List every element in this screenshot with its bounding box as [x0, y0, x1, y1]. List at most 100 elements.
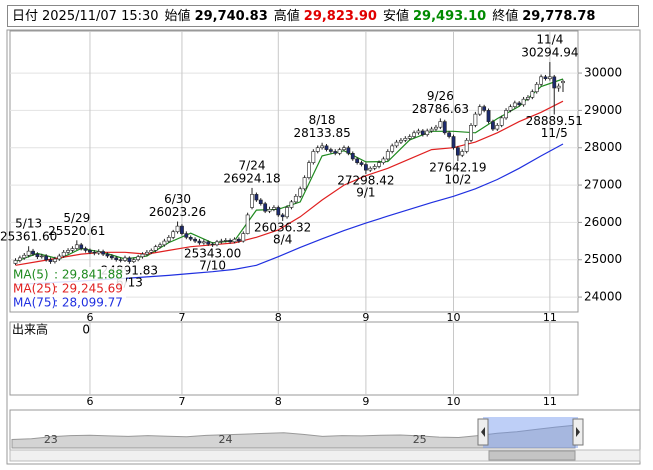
annotation-value: 28786.63 [412, 102, 469, 116]
candle-body [22, 254, 27, 259]
candle-body [556, 85, 561, 89]
candle-body [350, 153, 355, 160]
candle-body [346, 147, 351, 154]
y-tick-label: 28000 [584, 140, 622, 154]
x-tick-label: 6 [86, 311, 93, 324]
candle-body [482, 106, 487, 111]
candle-body [158, 244, 162, 247]
candle-body [210, 243, 215, 246]
candle-body [74, 244, 79, 249]
candle-body [372, 166, 377, 169]
candle-body [521, 98, 526, 106]
annotation-value: 25343.00 [184, 246, 241, 260]
annotation-date: 10/2 [444, 173, 471, 187]
open: 29,740.83 [194, 9, 268, 24]
legend-name: MA(5) [13, 268, 49, 282]
scrollbar-track [9, 449, 641, 462]
candle-body [333, 151, 338, 154]
candle-body [35, 253, 40, 258]
x-tick-label: 11 [543, 311, 557, 324]
candle-body [368, 167, 373, 171]
candle-body [13, 260, 18, 264]
candle-body [412, 132, 416, 137]
annotation-date: 11/4 [536, 33, 563, 47]
candle-body [149, 250, 154, 253]
y-tick-label: 29000 [584, 103, 622, 117]
x-tick-label: 10 [447, 395, 461, 408]
handle-arrow [576, 427, 580, 437]
volume-tick-label: 0 [82, 323, 90, 337]
annotation-date: 8/18 [309, 113, 336, 127]
candle-body [83, 248, 88, 251]
candle-body [342, 147, 346, 150]
candle-body [276, 207, 281, 216]
annotation-date: 7/10 [199, 258, 226, 272]
y-tick-label: 25000 [584, 252, 622, 266]
candle-body [355, 158, 360, 163]
annotation-value: 27642.19 [429, 161, 486, 175]
candle-body [96, 251, 101, 254]
candle-body [547, 76, 552, 79]
candle-body [298, 188, 303, 197]
candle-body [469, 125, 473, 141]
x-tick-label: 9 [362, 395, 369, 408]
candle-body [447, 132, 452, 137]
candle-body [495, 125, 500, 130]
candle-body [455, 147, 460, 156]
candle-body [61, 251, 66, 257]
candle-body [302, 177, 307, 190]
candle-body [188, 237, 193, 240]
candle-body [228, 240, 233, 243]
annotation-value: 28889.51 [526, 114, 583, 128]
candle-body [512, 102, 517, 107]
candle-body [320, 145, 325, 149]
candle-body [425, 130, 430, 135]
candle-body [363, 164, 368, 171]
candle-body [223, 240, 228, 242]
header: 日付 2025/11/07 15:30 始値 29,740.83 高値 29,823.90… [7, 5, 639, 27]
annotation-value: 26924.18 [223, 171, 280, 185]
candle-body [486, 110, 491, 122]
candle-body [254, 194, 259, 201]
x-tick-label: 11 [543, 395, 557, 408]
candle-body [315, 147, 320, 152]
candle-body [429, 128, 434, 132]
candle-body [88, 250, 92, 253]
candle-body [381, 158, 386, 163]
candle-body [66, 250, 70, 253]
candle-body [105, 253, 110, 257]
candle-body [377, 162, 381, 167]
x-tick-label: 6 [86, 395, 93, 408]
candle-body [403, 138, 408, 141]
y-tick-label: 30000 [584, 66, 622, 80]
legend-name: MA(75) [13, 296, 56, 310]
scrollbar-thumb[interactable] [488, 450, 576, 461]
annotation-value: 28133.85 [293, 126, 350, 140]
candle-body [232, 238, 237, 243]
candle-body [250, 194, 254, 208]
candle-body [394, 141, 399, 147]
candle-body [31, 250, 35, 255]
navigator-label: 25 [413, 433, 427, 446]
candle-body [504, 110, 508, 119]
candle-body [140, 253, 145, 258]
candle-body [26, 250, 31, 256]
annotation-value: 26023.26 [149, 205, 206, 219]
low: 29,493.10 [413, 9, 487, 24]
close: 29,778.78 [522, 9, 596, 24]
candle-body [272, 207, 276, 210]
label: 高値 [273, 9, 300, 24]
candle-body [359, 162, 364, 165]
annotation-value: 26036.32 [254, 221, 311, 235]
x-tick-label: 8 [275, 395, 282, 408]
candle-body [464, 139, 469, 152]
candle-body [79, 244, 84, 249]
volume-label: 出来高 [12, 322, 48, 337]
x-tick-label: 9 [362, 311, 369, 324]
y-tick-label: 27000 [584, 178, 622, 192]
annotation-date: 11/5 [541, 126, 568, 140]
candle-body [48, 259, 53, 262]
annotation-date: 7/24 [239, 158, 266, 172]
annotation-date: 5/29 [63, 211, 90, 225]
